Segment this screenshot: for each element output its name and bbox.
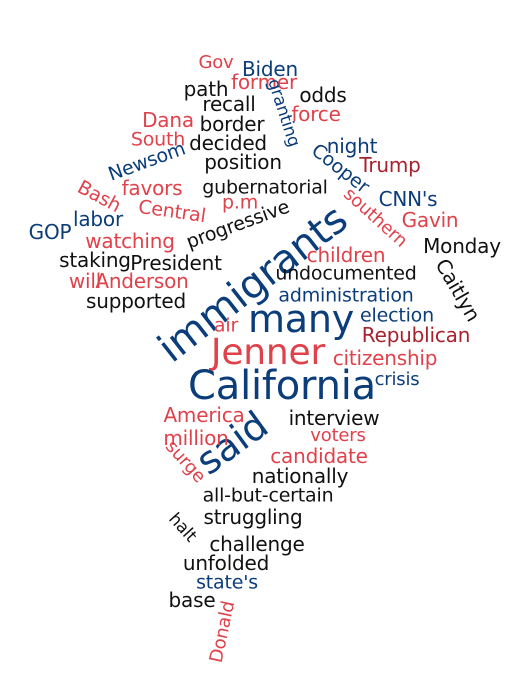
word-administration: administration	[278, 284, 414, 307]
word-many: many	[247, 297, 355, 341]
word-central: Central	[136, 195, 208, 228]
word-air: air	[213, 314, 239, 337]
word-cnns: CNN's	[378, 187, 438, 211]
word-monday: Monday	[423, 234, 501, 258]
word-jenner: Jenner	[210, 332, 326, 373]
word-decided: decided	[189, 131, 267, 155]
word-california: California	[188, 363, 376, 409]
word-biden: Biden	[242, 57, 298, 81]
word-struggling: struggling	[203, 505, 303, 529]
word-gubernatorial: gubernatorial	[202, 176, 328, 199]
word-voters: voters	[310, 425, 366, 446]
word-anderson: Anderson	[95, 269, 189, 293]
word-odds: odds	[299, 83, 347, 107]
word-crisis: crisis	[374, 369, 420, 390]
word-caitlyn: Caitlyn	[430, 254, 486, 326]
word-gop: GOP	[28, 220, 72, 244]
word-supported: supported	[86, 289, 186, 313]
word-base: base	[168, 588, 216, 612]
word-dana: Dana	[142, 108, 194, 132]
word-all-but-certain: all-but-certain	[202, 484, 334, 507]
word-election: election	[360, 304, 434, 327]
word-halt: halt	[164, 509, 201, 547]
word-favors: favors	[121, 176, 183, 200]
word-night: night	[326, 134, 378, 158]
word-america: America	[163, 403, 245, 427]
word-million: million	[163, 426, 229, 450]
word-citizenship: citizenship	[332, 346, 438, 370]
word-pm: p.m	[221, 191, 259, 214]
word-labor: labor	[73, 207, 123, 231]
word-watching: watching	[85, 229, 175, 253]
word-challenge: challenge	[209, 532, 305, 556]
word-candidate: candidate	[270, 444, 368, 468]
word-gov: Gov	[198, 52, 234, 73]
word-recall: recall	[202, 92, 256, 116]
word-former: former	[231, 70, 297, 94]
word-path: path	[183, 77, 229, 101]
word-undocumented: undocumented	[275, 262, 417, 285]
word-staking: staking	[59, 248, 131, 272]
word-states: state's	[196, 571, 258, 594]
word-children: children	[306, 243, 386, 267]
word-position: position	[204, 150, 282, 174]
word-nationally: nationally	[251, 464, 349, 488]
word-republican: Republican	[361, 323, 471, 347]
word-south: South	[130, 128, 186, 151]
word-will: will	[68, 269, 102, 293]
word-trump: Trump	[359, 153, 421, 177]
word-gavin: Gavin	[401, 208, 459, 232]
word-force: force	[291, 102, 341, 126]
word-president: President	[130, 251, 222, 275]
word-border: border	[199, 112, 265, 136]
word-unfolded: unfolded	[182, 551, 270, 575]
word-interview: interview	[288, 406, 380, 430]
